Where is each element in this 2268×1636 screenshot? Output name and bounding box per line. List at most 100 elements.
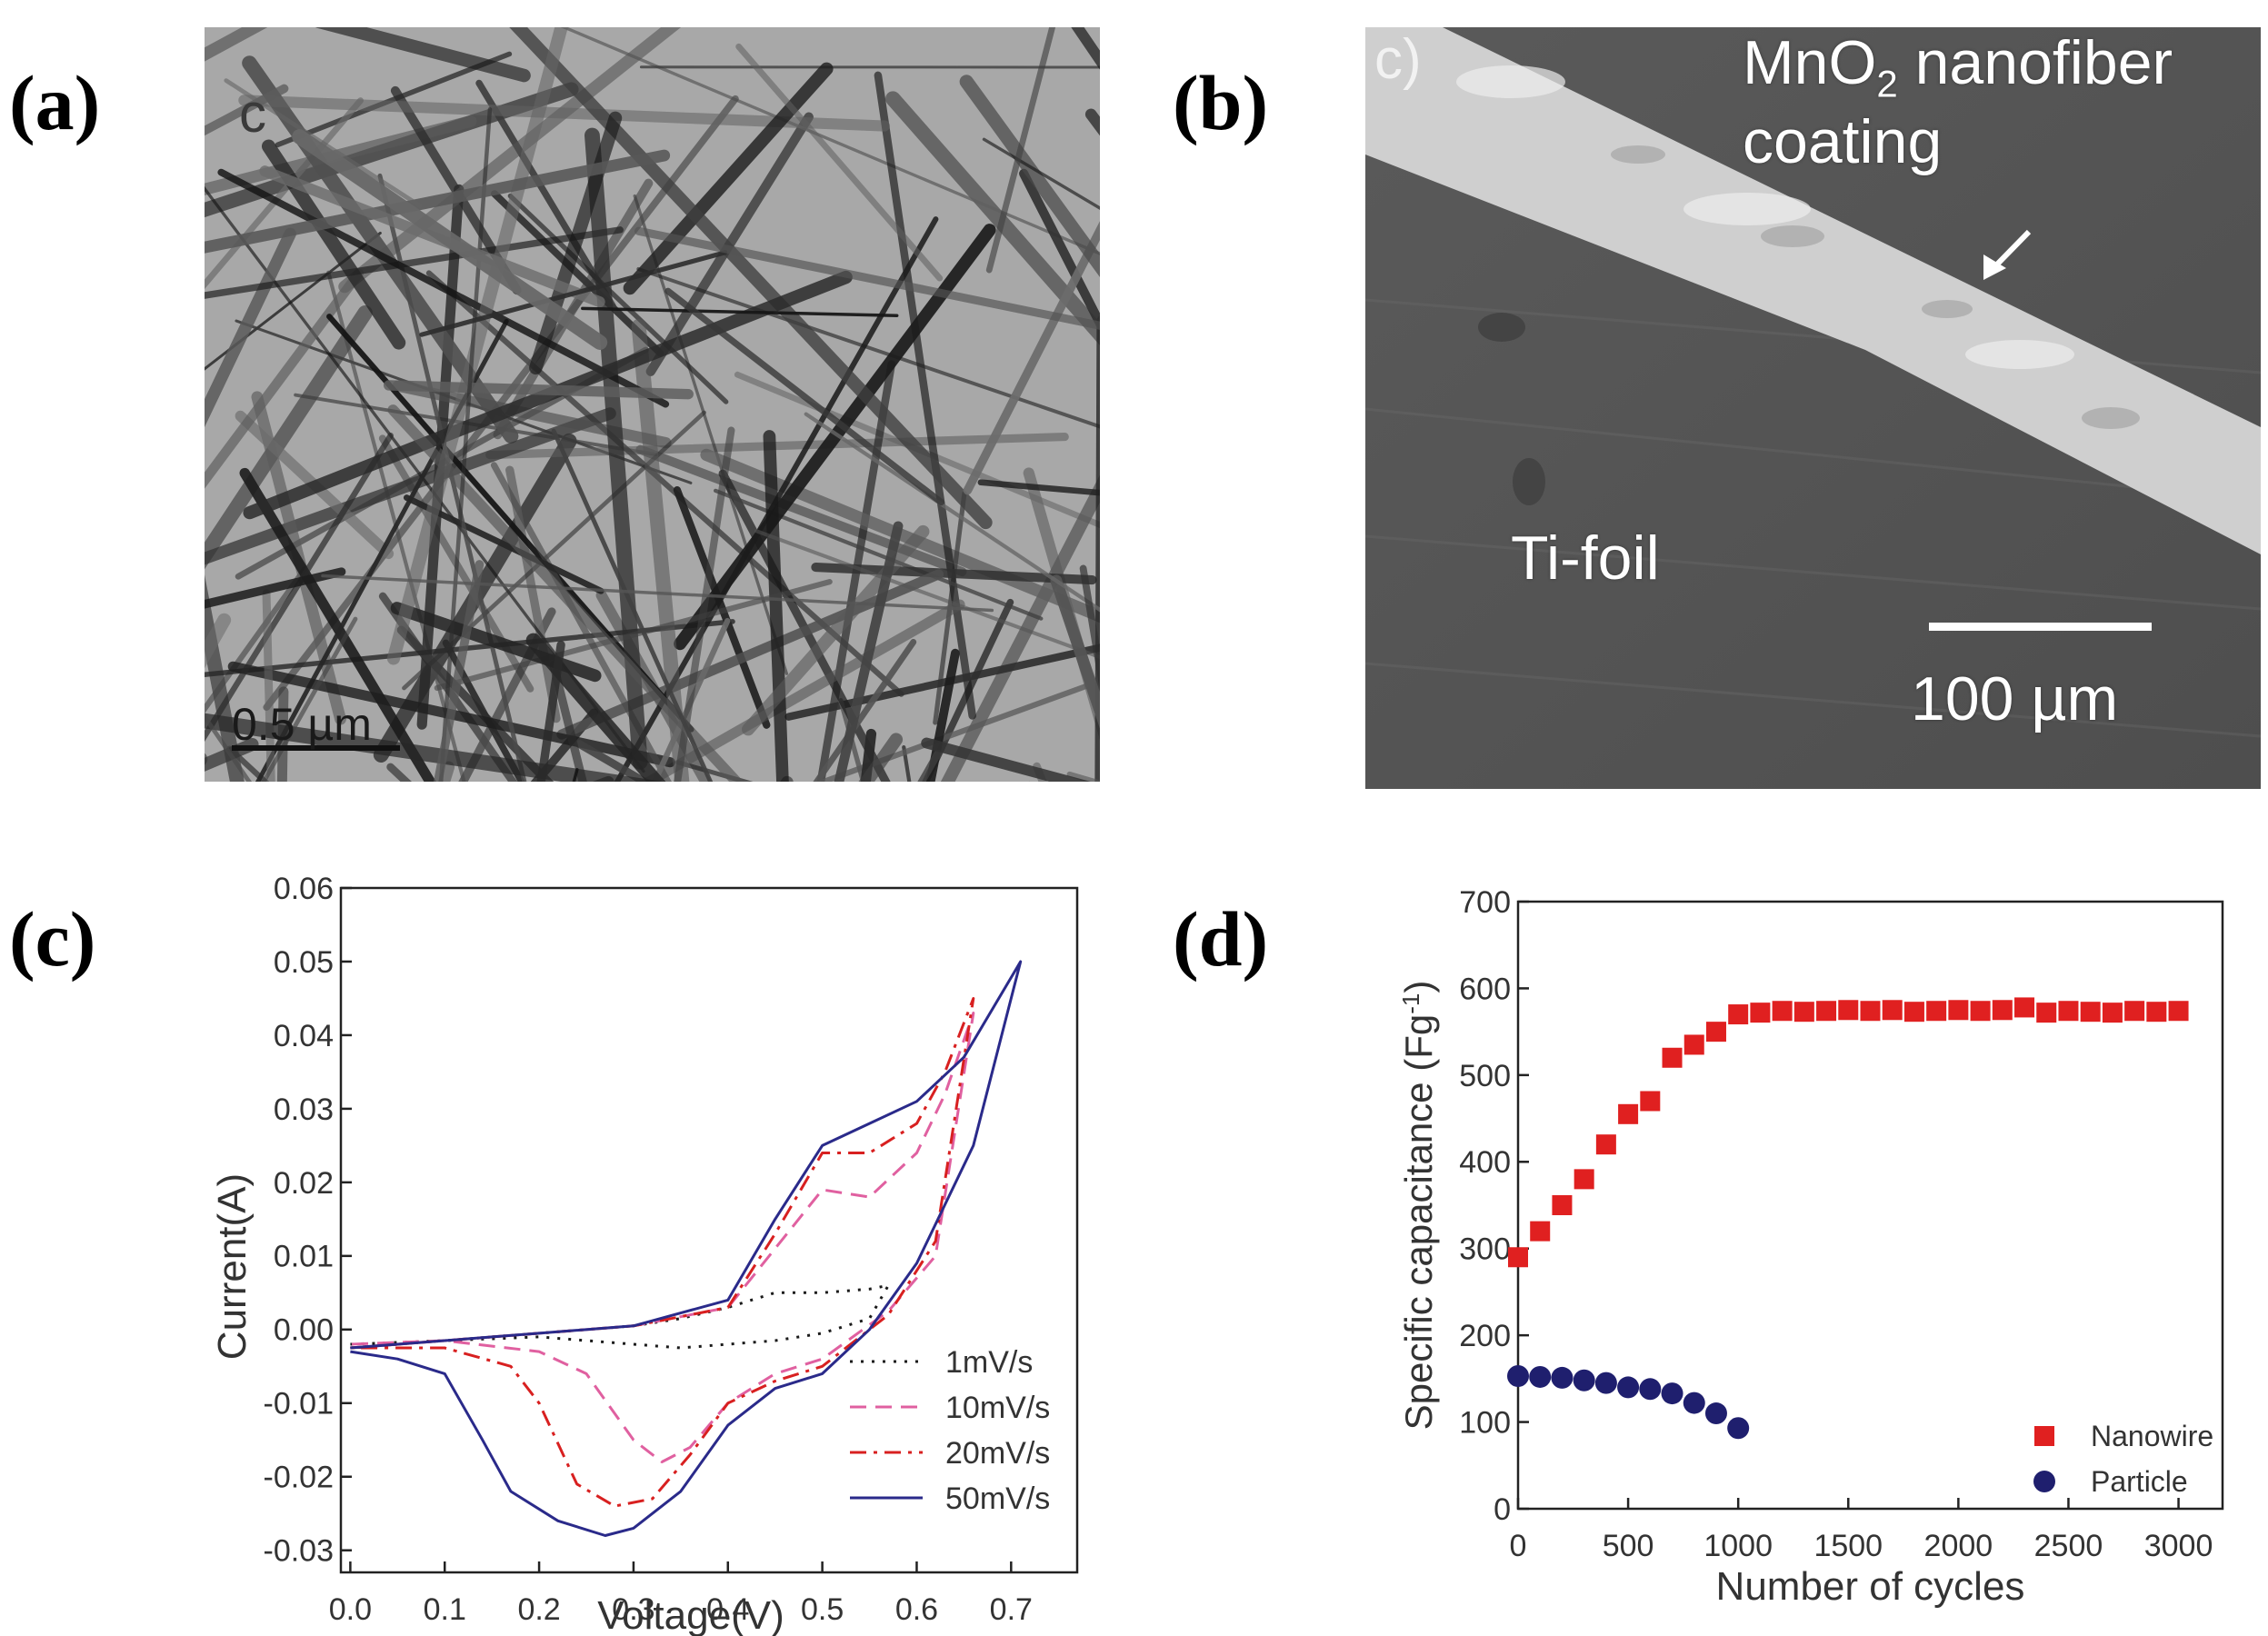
cyc-point-nanowire [2014,997,2035,1018]
cv-legend-label-2: 20mV/s [945,1436,1050,1471]
cv-y-tick-label: 0.03 [274,1092,334,1127]
cyc-y-tick-label: 0 [1494,1492,1511,1527]
coating-label: MnO2 nanofiber coating [1743,27,2173,177]
cyc-point-nanowire [1838,1000,1859,1021]
cyc-point-particle [1529,1365,1552,1388]
cyc-legend-swatch-1 [2033,1471,2055,1492]
coating-arrow [1983,229,2032,280]
cyc-point-nanowire [1882,1000,1903,1021]
tem-micrograph: c 0.5 µm [205,27,1100,782]
cyc-point-nanowire [1728,1004,1749,1025]
cv-legend-label-0: 1mV/s [945,1345,1033,1380]
cyc-x-tick-label: 0 [1510,1529,1527,1563]
cyc-y-tick-label: 100 [1459,1405,1511,1440]
cyc-point-nanowire [1574,1169,1594,1190]
cyc-point-nanowire [1992,1000,2013,1021]
cyc-legend-label-1: Particle [2091,1465,2188,1498]
cyc-x-tick-label: 2000 [1924,1529,1993,1563]
cyc-point-particle [1507,1364,1529,1387]
cyc-point-nanowire [1948,1000,1969,1021]
substrate-label: Ti-foil [1511,524,1660,593]
cv-plot-frame [339,886,1079,1574]
cv-y-tick-label: -0.03 [264,1534,335,1569]
cyc-point-nanowire [1705,1022,1726,1042]
cycling-chart: 0 500 1000 1500 2000 2500 3000 0 100 200 300 400 500… [1397,885,2224,1609]
cv-x-tick-label: 0.6 [895,1592,938,1627]
tem-scale-label: 0.5 µm [232,699,372,750]
cyc-legend-label-0: Nanowire [2091,1420,2213,1452]
cv-x-tick-label: 0.2 [517,1592,560,1627]
cyc-point-nanowire [1508,1247,1528,1268]
cyc-point-nanowire [2036,1003,2057,1023]
cyc-x-axis-label: Number of cycles [1716,1564,2025,1609]
cyc-point-nanowire [1552,1195,1573,1215]
cyc-point-particle [1573,1369,1595,1392]
cv-y-tick-label: 0.01 [274,1240,334,1274]
cyc-point-nanowire [2058,1001,2079,1022]
cyc-x-tick-label: 2500 [2034,1529,2103,1563]
cyc-point-particle [1639,1378,1662,1401]
cv-series-3 [350,960,1023,1537]
cyc-point-nanowire [2168,1001,2189,1022]
cv-x-axis-label: Voltage(V) [597,1593,784,1636]
coating-label-rest: nanofiber [1897,28,2173,97]
cyc-point-particle [1661,1382,1684,1405]
cyc-point-nanowire [1595,1134,1616,1155]
cyc-point-nanowire [1903,1002,1924,1022]
sem-corner-letter: c) [1374,28,1422,91]
cyc-point-particle [1727,1417,1750,1440]
cyc-point-particle [1617,1376,1640,1399]
cyc-point-nanowire [1530,1221,1551,1242]
cyc-point-particle [1683,1392,1705,1414]
cyc-y-tick-label: 500 [1459,1059,1511,1093]
cyc-y-tick-label: 300 [1459,1232,1511,1267]
cyc-y-tick-label: 200 [1459,1319,1511,1353]
tem-corner-letter: c [239,83,266,144]
cyc-point-nanowire [1926,1001,1947,1022]
cyc-y-tick-label: 400 [1459,1145,1511,1180]
cyc-point-nanowire [1684,1034,1704,1055]
cv-chart: 0.0 0.1 0.2 0.3 0.4 0.5 0.6 0.7 -0.03 -0.02 -0.01 0… [210,872,1079,1636]
sem-scale-bar [1929,623,2152,631]
cyc-point-nanowire [2080,1002,2101,1022]
cv-series-1 [350,1012,975,1463]
cv-series-2 [350,997,975,1508]
cyc-x-tick-label: 1000 [1703,1529,1773,1563]
cv-legend-label-1: 10mV/s [945,1391,1050,1425]
cv-y-tick-label: 0.00 [274,1313,334,1348]
sem-scale-label: 100 µm [1911,664,2119,733]
panel-label-d: (d) [1173,895,1269,983]
cyc-legend-swatch-0 [2034,1426,2054,1446]
cv-y-tick-label: -0.02 [264,1461,335,1495]
cv-series-0 [350,1283,890,1350]
cv-x-tick-label: 0.3 [612,1592,654,1627]
cyc-point-nanowire [2124,1001,2145,1022]
sem-image [1365,27,2261,789]
cv-legend-label-3: 50mV/s [945,1481,1050,1516]
cyc-point-nanowire [2102,1003,2123,1023]
cv-y-tick-label: 0.05 [274,945,334,980]
cyc-point-particle [1551,1366,1574,1389]
cv-x-tick-label: 0.0 [329,1592,372,1627]
cyc-x-tick-label: 1500 [1813,1529,1883,1563]
cv-y-tick-label: 0.06 [274,872,334,906]
cv-x-tick-label: 0.4 [706,1592,749,1627]
cv-y-tick-label: 0.02 [274,1166,334,1201]
coating-label-line2: coating [1743,106,1943,176]
nanofiber-coating-band [1365,27,2261,554]
cyc-y-tick-label: 700 [1459,885,1511,920]
cyc-point-nanowire [1772,1001,1793,1022]
cv-x-tick-label: 0.5 [801,1592,844,1627]
sem-micrograph: c) MnO2 nanofiber coating Ti-foil 100 µm [1365,27,2261,789]
cyc-point-nanowire [1970,1001,1991,1022]
cyc-x-tick-label: 3000 [2144,1529,2213,1563]
cyc-point-nanowire [1793,1002,1814,1022]
cyc-point-nanowire [1662,1047,1683,1068]
cyc-y-tick-label: 600 [1459,972,1511,1006]
cyc-y-axis-label: Specific capacitance (Fg-1) [1397,981,1440,1431]
cyc-plot-frame [1516,900,2224,1511]
panel-label-b: (b) [1173,59,1269,146]
cv-y-tick-label: -0.01 [264,1387,335,1422]
panel-label-c: (c) [9,895,96,983]
cyc-point-nanowire [2146,1002,2167,1022]
